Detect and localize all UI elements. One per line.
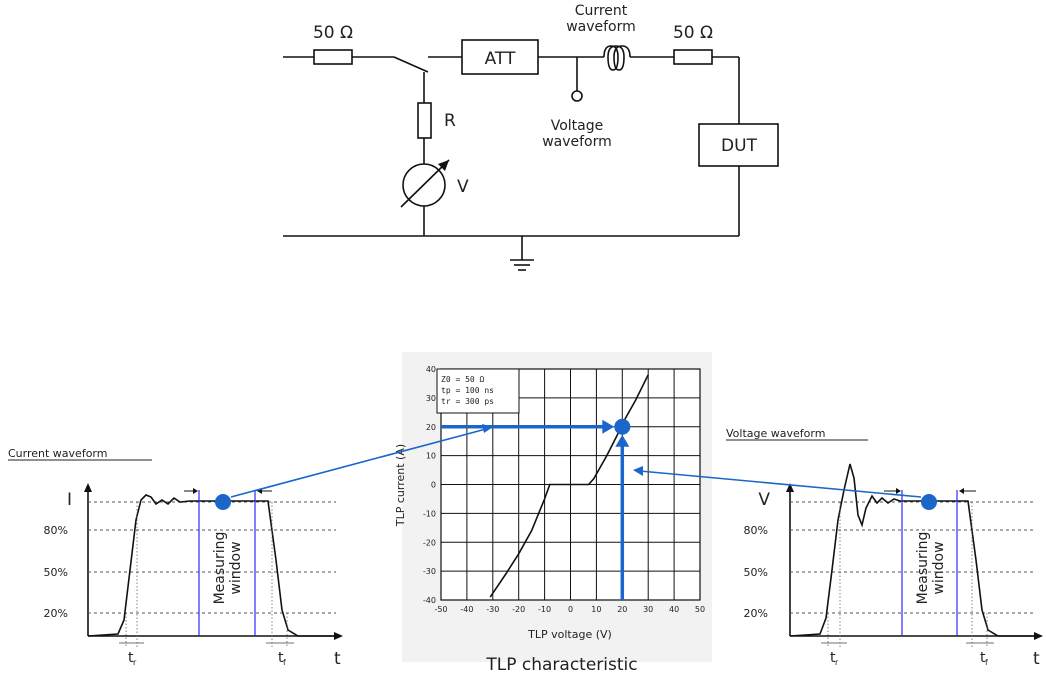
voltage-probe-terminal [571, 90, 583, 102]
tlp-x-tick-6: 10 [591, 605, 601, 614]
voltage-x-arrow [1034, 632, 1043, 640]
voltage-waveform-panel: Voltage waveform Measuring window V 80% … [726, 427, 1043, 669]
tlp-chart: -50 -40 -30 -20 -10 0 10 20 30 40 50-40-30-20-1001… [394, 352, 712, 675]
tlp-x-tick-10: 50 [695, 605, 705, 614]
att-label: ATT [485, 49, 516, 69]
current-fall-sub: f [283, 658, 286, 667]
tlp-x-tick-1: -40 [460, 605, 473, 614]
current-panel-title: Current waveform [8, 447, 107, 460]
current-probe-label-2: waveform [566, 19, 636, 35]
tlp-y-tick-6: 20 [426, 423, 436, 432]
resistor-50-left [313, 49, 353, 65]
tlp-legend-line-3: tr = 300 ps [441, 397, 494, 406]
voltage-window-label-1: Measuring [915, 532, 931, 605]
tlp-y-tick-1: -30 [423, 567, 436, 576]
voltage-probe-label-2: waveform [542, 134, 612, 150]
voltage-pulse-trace [789, 463, 1036, 637]
switch-blade [393, 56, 429, 73]
current-time-label: t [334, 649, 341, 669]
voltage-panel-title: Voltage waveform [726, 427, 825, 440]
tlp-caption: TLP characteristic [485, 655, 637, 675]
voltage-level-80-label: 80% [744, 524, 768, 537]
tlp-highlight [441, 418, 631, 600]
current-waveform-panel: Current waveform Measuring window I 80% … [8, 447, 343, 669]
att-box [461, 39, 539, 75]
resistor-right-label: 50 Ω [673, 23, 713, 43]
resistor-50-right [673, 49, 713, 65]
current-level-50-label: 50% [44, 566, 68, 579]
tlp-voltage-guide-head [615, 434, 630, 447]
tlp-x-tick-8: 30 [643, 605, 653, 614]
voltage-fall-label: t [980, 650, 986, 666]
current-y-arrow [84, 483, 92, 492]
tlp-x-tick-5: 0 [568, 605, 573, 614]
tlp-x-tick-4: -10 [538, 605, 551, 614]
voltage-level-50-label: 50% [744, 566, 768, 579]
tlp-x-tick-0: -50 [434, 605, 447, 614]
voltage-window-label-2: window [931, 541, 947, 594]
current-probe-label-1: Current [575, 3, 628, 19]
tlp-y-tick-5: 10 [426, 452, 436, 461]
tlp-tick-labels: -50 -40 -30 -20 -10 0 10 20 30 40 50-40-30-20-1001… [423, 365, 705, 614]
tlp-y-axis-label: TLP current (A) [394, 444, 407, 527]
voltage-level-20-label: 20% [744, 607, 768, 620]
voltage-window-label: Measuring window [915, 532, 947, 605]
current-rise-label: t [128, 650, 134, 666]
tlp-current-guide-head [602, 419, 615, 434]
current-window-label-2: window [228, 541, 244, 594]
tlp-x-tick-2: -30 [486, 605, 499, 614]
current-probe-coil [603, 45, 631, 71]
current-to-chart-arrow [230, 428, 487, 498]
voltage-window-arrowhead-left [896, 488, 901, 494]
current-fall-label: t [278, 650, 284, 666]
tlp-y-tick-0: -40 [423, 596, 436, 605]
tlp-y-tick-8: 40 [426, 365, 436, 374]
tlp-y-tick-4: 0 [431, 481, 436, 490]
tlp-x-tick-7: 20 [617, 605, 627, 614]
current-window-label-1: Measuring [212, 532, 228, 605]
voltage-rise-label: t [830, 650, 836, 666]
meter-v-label: V [457, 177, 469, 197]
tlp-x-tick-9: 40 [669, 605, 679, 614]
current-window-arrowhead-left [193, 488, 198, 494]
current-level-20-label: 20% [44, 607, 68, 620]
mapping-arrows [230, 424, 922, 498]
voltage-to-chart-arrowhead [633, 466, 643, 476]
voltage-rise-sub: r [835, 658, 839, 667]
tlp-legend-line-1: Z0 = 50 Ω [441, 375, 485, 384]
current-pulse-trace [87, 494, 336, 637]
tlp-legend-box [436, 368, 520, 414]
tlp-y-tick-2: -20 [423, 538, 436, 547]
dut-label: DUT [721, 136, 758, 156]
voltage-probe-label-1: Voltage [551, 118, 604, 134]
tlp-x-tick-3: -20 [512, 605, 525, 614]
circuit-schematic: 50 Ω 50 Ω ATT DUT R V Current waveform V… [283, 3, 779, 271]
voltage-fall-sub: f [985, 658, 988, 667]
voltage-window-arrowhead-right [959, 488, 964, 494]
tlp-operating-point [614, 418, 631, 435]
variable-arrow-head [438, 160, 449, 171]
tlp-legend-line-2: tp = 100 ns [441, 386, 494, 395]
current-level-i-label: I [67, 490, 72, 510]
voltage-level-v-label: V [758, 490, 770, 510]
voltage-y-arrow [786, 483, 794, 492]
tlp-y-tick-3: -10 [423, 509, 436, 518]
current-rise-sub: r [133, 658, 137, 667]
current-window-label: Measuring window [212, 532, 244, 605]
resistor-r-label: R [444, 111, 456, 131]
current-x-arrow [334, 632, 343, 640]
tlp-y-tick-7: 30 [426, 394, 436, 403]
voltage-to-chart-arrow [639, 470, 922, 498]
current-sample-point [215, 494, 231, 510]
variable-arrow-shaft [400, 159, 450, 208]
current-to-chart-arrowhead [482, 424, 493, 433]
resistor-left-label: 50 Ω [313, 23, 353, 43]
resistor-r [417, 102, 432, 139]
voltage-sample-point [921, 494, 937, 510]
current-level-80-label: 80% [44, 524, 68, 537]
tlp-x-axis-label: TLP voltage (V) [527, 628, 612, 641]
voltage-time-label: t [1033, 649, 1040, 669]
